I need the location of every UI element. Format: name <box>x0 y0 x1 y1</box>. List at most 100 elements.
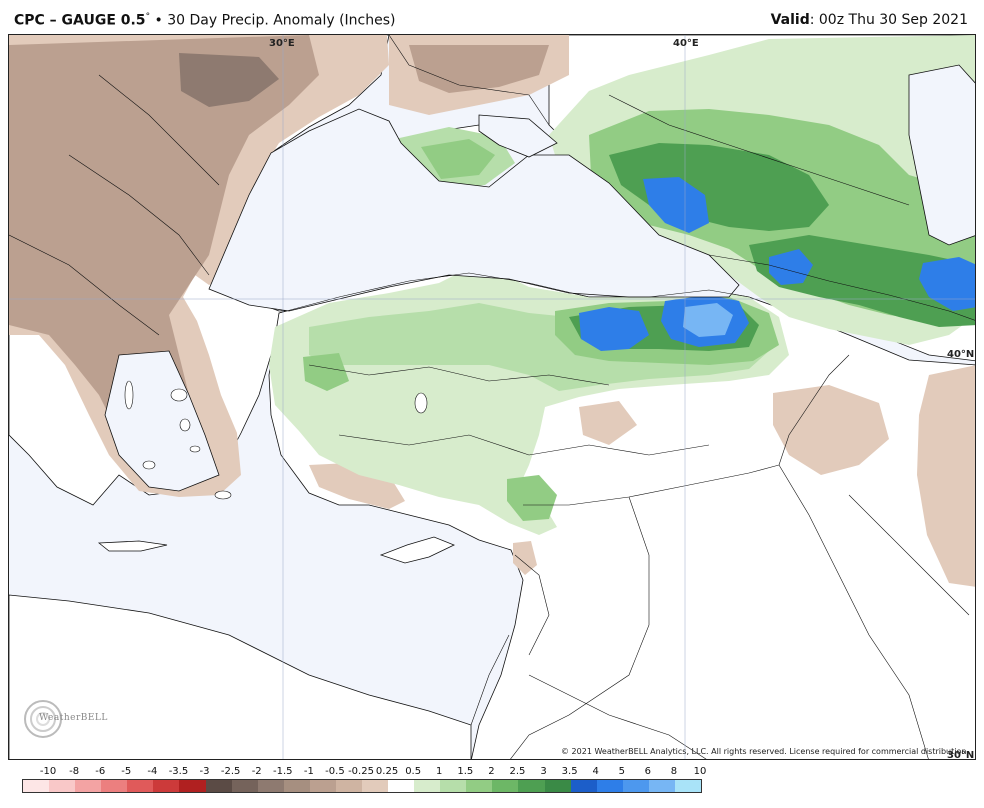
map-title: CPC – GAUGE 0.5° • 30 Day Precip. Anomal… <box>14 12 396 29</box>
legend-tick-label: 6 <box>644 766 652 777</box>
border-iran-interior <box>848 494 970 616</box>
legend-tick-label: -1 <box>303 766 314 777</box>
aegean-sea <box>104 350 220 492</box>
legend-swatch <box>466 780 493 792</box>
island-samos <box>189 445 201 453</box>
bullet-separator: • <box>154 12 163 29</box>
very-wet-dagestan <box>919 257 975 311</box>
dry-balkans-core <box>9 35 319 475</box>
crete-land <box>97 540 168 552</box>
legend-swatch <box>179 780 206 792</box>
border-egypt-israel <box>470 634 510 726</box>
legend-tick-label: 0.25 <box>375 766 399 777</box>
legend-swatch <box>127 780 154 792</box>
legend-tick-label: -3.5 <box>168 766 189 777</box>
legend-swatch <box>648 780 675 792</box>
valid-value: : 00z Thu 30 Sep 2021 <box>809 12 968 28</box>
border-jordan-saudi <box>528 674 707 759</box>
dry-carpathian-dark <box>179 53 279 107</box>
legend-swatch <box>622 780 649 792</box>
graticule <box>9 35 975 759</box>
dry-iran-east <box>917 365 975 587</box>
legend-swatch <box>335 780 363 792</box>
legend-swatch <box>388 780 415 792</box>
border-iraq-iran <box>778 464 929 759</box>
map-canvas <box>9 35 975 759</box>
label-lat-40n: 40°N <box>947 349 975 360</box>
border-iraq-jordan <box>510 714 570 759</box>
legend-tick-label: -2 <box>251 766 262 777</box>
legend-swatch <box>492 780 519 792</box>
valid-label: Valid <box>770 12 810 28</box>
caspian-sea <box>908 64 975 246</box>
border-balkans-b <box>9 234 160 336</box>
wet-syria-border <box>507 475 557 521</box>
water-bodies <box>104 64 975 492</box>
legend-tick-label: -4 <box>147 766 158 777</box>
valid-time: Valid: 00z Thu 30 Sep 2021 <box>771 12 968 28</box>
legend-tick-label: 1 <box>436 766 443 777</box>
sea-of-azov <box>478 114 558 158</box>
border-syria-lebanon <box>514 554 550 656</box>
border-turkey-interior-a <box>308 364 610 386</box>
dry-turkey-east <box>579 401 637 445</box>
dry-lebanon <box>513 541 537 575</box>
label-lon-40e: 40°E <box>673 38 699 49</box>
legend-tick-label: 3 <box>540 766 547 777</box>
border-balkans-c <box>98 74 220 186</box>
dry-ukraine-core <box>409 45 549 93</box>
legend-tick-label: 5 <box>618 766 625 777</box>
product-name: CPC – GAUGE 0.5 <box>14 12 146 29</box>
legend-swatch <box>257 780 284 792</box>
legend-tick-label: 10 <box>693 766 707 777</box>
border-syria-iraq <box>568 496 650 716</box>
island-naxos <box>142 460 156 470</box>
anomaly-map: 30°E 40°E 40°N 30°N WeatherBELL © 2021 W… <box>8 34 976 760</box>
map-description: 30 Day Precip. Anomaly (Inches) <box>167 12 396 29</box>
legend-swatch <box>153 780 180 792</box>
legend-tick-label: 0.5 <box>405 766 422 777</box>
legend-swatch <box>544 780 571 792</box>
border-turkey-interior-b <box>338 434 710 456</box>
very-wet-cores <box>579 177 975 351</box>
very-wet-krasnodar <box>643 177 709 233</box>
black-sea <box>208 108 740 312</box>
legend-tick-label: 2.5 <box>509 766 526 777</box>
legend-swatch <box>362 780 389 792</box>
island-chios <box>179 418 191 432</box>
legend-swatch <box>440 780 467 792</box>
legend-tick-label: -10 <box>39 766 57 777</box>
label-lat-30n: 30°N <box>947 750 975 760</box>
border-turkey-iran <box>778 354 850 466</box>
wet-anatolia-west-spot <box>303 353 349 391</box>
legend-color-bar <box>22 779 702 793</box>
legend-swatch <box>101 780 128 792</box>
legend-tick-label: 4 <box>592 766 599 777</box>
border-russia-interior <box>608 94 910 206</box>
weatherbell-logo: WeatherBELL <box>23 697 113 741</box>
very-wet-rize-artvin <box>579 307 649 351</box>
border-balkans-a <box>68 154 210 276</box>
legend-tick-label: 8 <box>670 766 678 777</box>
header: CPC – GAUGE 0.5° • 30 Day Precip. Anomal… <box>0 0 984 34</box>
africa-land <box>9 594 472 759</box>
very-wet-trabzon-core <box>683 303 733 337</box>
cyprus-land <box>379 536 455 564</box>
legend-swatch <box>674 780 702 792</box>
legend-swatch <box>596 780 623 792</box>
legend-swatch <box>283 780 310 792</box>
country-borders <box>9 35 975 759</box>
legend-tick-label: -6 <box>95 766 106 777</box>
label-lon-30e: 30°E <box>269 38 295 49</box>
wet-crimea-core <box>421 139 495 179</box>
color-scale-legend: -10 -8 -6 -5 -4 -3.5 -3 -2.5 -2 -1.5 -1 -0.5 -0.25 0.… <box>22 766 706 796</box>
legend-tick-label: -3 <box>199 766 210 777</box>
legend-tick-label: -5 <box>121 766 132 777</box>
island-euboea <box>124 380 134 410</box>
legend-swatch <box>23 780 50 792</box>
island-rhodes <box>214 490 232 500</box>
legend-tick-label: -0.25 <box>348 766 374 777</box>
degree-symbol: ° <box>145 12 151 22</box>
logo-text: WeatherBELL <box>39 713 108 723</box>
legend-swatch <box>414 780 441 792</box>
